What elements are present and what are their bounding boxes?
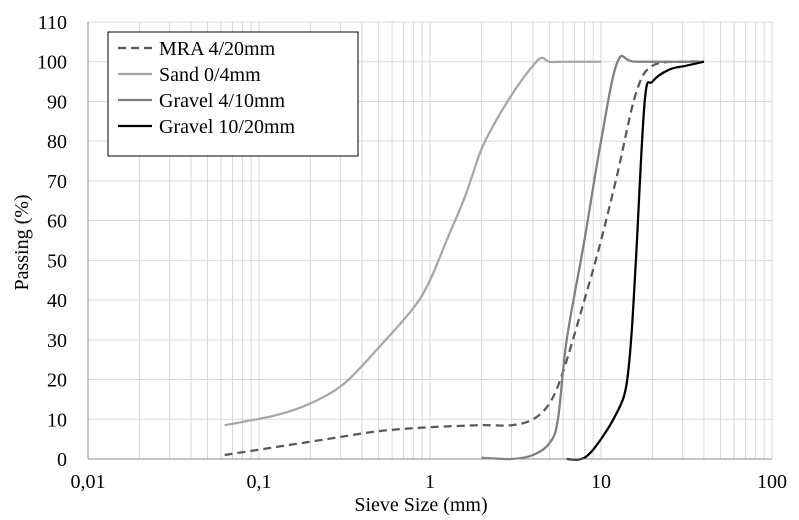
y-tick-label: 40 <box>47 290 67 312</box>
y-tick-label: 30 <box>47 330 67 352</box>
y-tick-label: 110 <box>38 12 67 34</box>
legend-label: Gravel 10/20mm <box>159 116 296 138</box>
y-tick-label: 90 <box>47 91 67 113</box>
y-tick-label: 10 <box>47 409 67 431</box>
series-line <box>566 60 705 461</box>
y-tick-label: 50 <box>47 250 67 272</box>
y-tick-label: 100 <box>37 52 67 74</box>
legend-label: MRA 4/20mm <box>159 38 276 60</box>
x-tick-label: 1 <box>425 471 435 493</box>
x-tick-label: 100 <box>757 471 787 493</box>
series-line <box>224 56 601 427</box>
y-tick-label: 0 <box>57 449 67 471</box>
series-line <box>224 60 705 457</box>
y-tick-label: 80 <box>47 131 67 153</box>
legend-label: Sand 0/4mm <box>159 64 261 86</box>
y-tick-label: 70 <box>47 171 67 193</box>
x-axis-title: Sieve Size (mm) <box>354 494 487 516</box>
x-tick-label: 10 <box>591 471 611 493</box>
legend-box <box>107 31 359 157</box>
legend-label: Gravel 4/10mm <box>159 90 286 112</box>
x-tick-label: 0,1 <box>247 471 272 493</box>
series-lines <box>224 54 705 461</box>
x-tick-label: 0,01 <box>71 471 106 493</box>
y-axis-title: Passing (%) <box>11 194 33 290</box>
y-tick-label: 60 <box>47 211 67 233</box>
legend: MRA 4/20mm Sand 0/4mm Gravel 4/10mm Gravel … <box>107 31 359 157</box>
y-tick-label: 20 <box>47 370 67 392</box>
series-line <box>481 54 704 461</box>
